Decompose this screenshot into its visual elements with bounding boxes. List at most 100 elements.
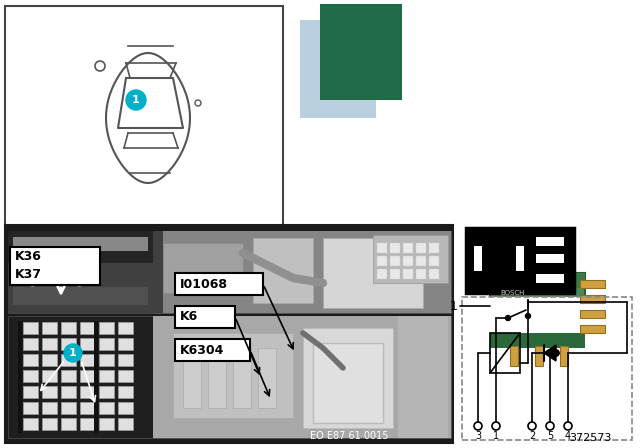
- Bar: [80, 338, 95, 350]
- Bar: [61, 386, 76, 398]
- Bar: [8, 231, 153, 313]
- Bar: [99, 402, 114, 414]
- Bar: [429, 256, 439, 266]
- Bar: [536, 274, 564, 283]
- Bar: [462, 297, 632, 440]
- Circle shape: [564, 422, 572, 430]
- Bar: [118, 386, 133, 398]
- FancyBboxPatch shape: [490, 273, 585, 348]
- Bar: [61, 354, 76, 366]
- Bar: [403, 256, 413, 266]
- Text: K36: K36: [15, 250, 42, 263]
- Bar: [61, 338, 76, 350]
- Text: 1: 1: [132, 95, 140, 105]
- Bar: [118, 354, 133, 366]
- Bar: [99, 322, 114, 334]
- Bar: [42, 338, 57, 350]
- Bar: [580, 325, 605, 333]
- Text: 3: 3: [475, 431, 481, 441]
- Bar: [42, 418, 57, 430]
- Bar: [13, 287, 148, 305]
- Bar: [42, 354, 57, 366]
- Text: 5: 5: [517, 274, 523, 284]
- Bar: [183, 348, 201, 408]
- Bar: [80, 370, 95, 382]
- Bar: [80, 402, 95, 414]
- Bar: [99, 418, 114, 430]
- Circle shape: [474, 422, 482, 430]
- Bar: [490, 333, 585, 348]
- Bar: [42, 402, 57, 414]
- Bar: [99, 370, 114, 382]
- Bar: [208, 348, 226, 408]
- Bar: [416, 243, 426, 253]
- Text: 3: 3: [465, 274, 471, 284]
- Text: 1: 1: [450, 300, 458, 313]
- Bar: [99, 338, 114, 350]
- Bar: [373, 235, 448, 283]
- Bar: [80, 386, 95, 398]
- Bar: [153, 231, 451, 313]
- Circle shape: [546, 422, 554, 430]
- Circle shape: [492, 422, 500, 430]
- Text: EO E87 61 0015: EO E87 61 0015: [310, 431, 388, 441]
- Polygon shape: [544, 345, 556, 361]
- Circle shape: [525, 314, 531, 319]
- Circle shape: [506, 315, 511, 320]
- Bar: [80, 418, 95, 430]
- Bar: [61, 402, 76, 414]
- Bar: [175, 273, 263, 295]
- Bar: [42, 386, 57, 398]
- Circle shape: [553, 350, 559, 356]
- Bar: [429, 269, 439, 279]
- Bar: [580, 280, 605, 288]
- Bar: [466, 228, 574, 293]
- Bar: [153, 231, 163, 313]
- Bar: [560, 346, 568, 366]
- Bar: [253, 238, 313, 303]
- Bar: [258, 348, 276, 408]
- Bar: [416, 269, 426, 279]
- Text: 1: 1: [493, 431, 499, 441]
- Bar: [536, 237, 564, 246]
- Circle shape: [46, 261, 66, 281]
- Bar: [23, 370, 38, 382]
- Bar: [377, 269, 387, 279]
- Bar: [313, 343, 383, 423]
- Circle shape: [553, 350, 559, 356]
- Text: 2: 2: [566, 274, 572, 284]
- Bar: [175, 306, 235, 328]
- Bar: [8, 231, 153, 263]
- Text: 5: 5: [547, 431, 553, 441]
- Text: K37: K37: [15, 267, 42, 280]
- Text: 1: 1: [566, 232, 572, 242]
- Bar: [580, 295, 605, 303]
- Bar: [80, 322, 95, 334]
- Bar: [303, 328, 393, 428]
- Bar: [23, 402, 38, 414]
- Bar: [175, 339, 250, 361]
- Bar: [490, 333, 520, 373]
- Bar: [99, 354, 114, 366]
- Bar: [8, 316, 153, 438]
- Bar: [398, 316, 448, 438]
- Bar: [462, 297, 632, 440]
- Text: 4: 4: [565, 431, 571, 441]
- Bar: [580, 310, 605, 318]
- Bar: [118, 322, 133, 334]
- Bar: [80, 354, 95, 366]
- Circle shape: [126, 90, 146, 110]
- Circle shape: [528, 422, 536, 430]
- Bar: [118, 338, 133, 350]
- Bar: [536, 254, 564, 263]
- Bar: [416, 256, 426, 266]
- Circle shape: [64, 344, 82, 362]
- Text: K6304: K6304: [180, 344, 225, 357]
- Bar: [403, 269, 413, 279]
- Bar: [8, 263, 153, 313]
- Circle shape: [547, 350, 553, 356]
- Bar: [403, 243, 413, 253]
- Bar: [153, 231, 451, 313]
- Bar: [320, 4, 402, 100]
- Bar: [94, 321, 98, 433]
